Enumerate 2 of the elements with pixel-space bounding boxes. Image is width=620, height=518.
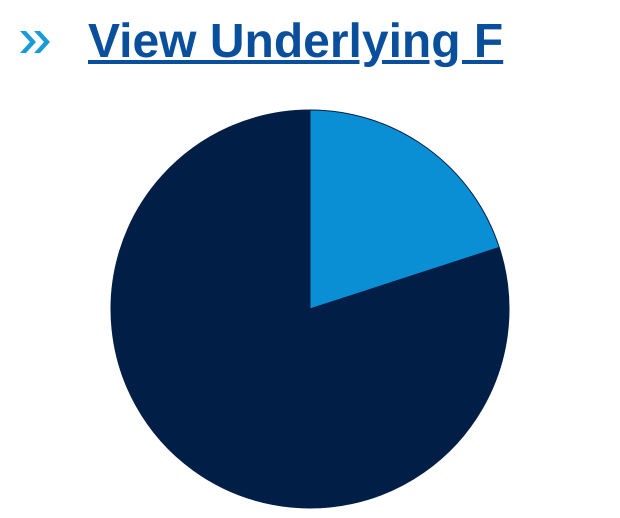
chart-title: View Underlying F [88, 14, 504, 69]
pie-slice [110, 110, 510, 508]
